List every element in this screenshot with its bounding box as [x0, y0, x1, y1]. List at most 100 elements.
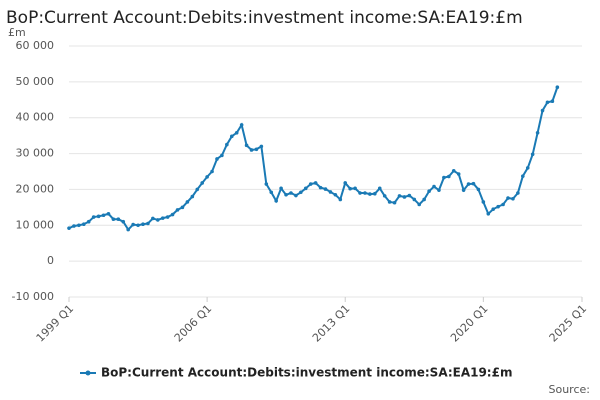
point — [506, 196, 510, 200]
point — [442, 175, 446, 180]
point — [461, 188, 466, 192]
point — [146, 221, 150, 226]
point — [200, 181, 204, 185]
point — [121, 219, 126, 224]
point — [131, 222, 135, 227]
point — [516, 191, 520, 195]
legend-marker — [85, 370, 91, 376]
point — [412, 197, 417, 202]
point — [451, 168, 456, 173]
point — [249, 148, 254, 152]
y-tick-label: 0 — [47, 254, 54, 267]
x-tick-label: 1999 Q1 — [34, 302, 77, 345]
point — [511, 196, 515, 201]
point — [151, 216, 155, 221]
series-line — [68, 86, 559, 232]
point — [229, 134, 234, 139]
point — [501, 202, 505, 207]
point — [225, 142, 229, 147]
point — [294, 193, 298, 198]
point — [338, 197, 343, 202]
point — [525, 166, 530, 170]
point — [72, 224, 76, 228]
point — [476, 187, 481, 192]
point — [535, 130, 540, 135]
point — [417, 202, 422, 207]
point — [392, 200, 397, 205]
point — [466, 182, 471, 186]
point — [175, 208, 180, 212]
point — [545, 100, 550, 105]
point — [160, 216, 165, 220]
point — [205, 175, 209, 179]
point — [155, 218, 160, 222]
point — [215, 157, 219, 161]
point — [491, 207, 496, 211]
point — [427, 189, 431, 194]
point — [456, 172, 461, 176]
point — [471, 181, 476, 186]
point — [333, 193, 338, 197]
legend-label: BoP:Current Account:Debits:investment in… — [101, 366, 512, 380]
point — [106, 212, 111, 216]
point — [308, 182, 313, 186]
point — [289, 191, 293, 195]
point — [432, 184, 436, 189]
point — [486, 212, 491, 216]
point — [422, 197, 426, 202]
point — [279, 186, 283, 191]
point — [234, 130, 239, 135]
point — [274, 199, 278, 203]
point — [323, 187, 328, 191]
point — [363, 191, 367, 195]
y-tick-label: 60 000 — [16, 39, 55, 52]
point — [387, 200, 392, 204]
point — [299, 190, 303, 195]
point — [358, 191, 362, 195]
point — [91, 215, 96, 219]
point — [264, 182, 269, 186]
y-unit: £m — [8, 26, 26, 39]
point — [259, 144, 264, 149]
point — [116, 217, 121, 221]
point — [437, 188, 441, 192]
point — [190, 194, 195, 199]
point — [165, 215, 170, 219]
y-tick-label: 20 000 — [16, 182, 55, 195]
point — [67, 226, 71, 230]
source: Source: — [549, 383, 591, 396]
point — [284, 193, 288, 197]
point — [397, 194, 402, 198]
point — [86, 219, 91, 224]
point — [496, 204, 500, 209]
y-tick-label: -10 000 — [12, 290, 54, 303]
point — [126, 227, 130, 232]
point — [170, 212, 175, 217]
point — [447, 174, 451, 179]
point — [81, 222, 86, 227]
point — [180, 205, 185, 210]
point — [382, 194, 387, 198]
point — [550, 99, 555, 104]
point — [318, 185, 323, 190]
chart-title: BoP:Current Account:Debits:investment in… — [6, 8, 523, 28]
x-tick-label: 2025 Q1 — [547, 302, 590, 345]
point — [195, 187, 200, 192]
point — [402, 195, 407, 199]
point — [111, 217, 116, 221]
point — [481, 200, 486, 204]
point — [239, 123, 244, 127]
y-tick-label: 10 000 — [16, 218, 55, 231]
point — [77, 223, 81, 228]
point — [303, 186, 308, 191]
y-tick-label: 40 000 — [16, 111, 55, 124]
point — [343, 181, 348, 185]
point — [348, 186, 352, 191]
point — [373, 191, 377, 196]
point — [530, 152, 535, 157]
x-tick-label: 2013 Q1 — [310, 302, 353, 345]
point — [540, 108, 545, 113]
point — [353, 186, 357, 191]
y-tick-label: 30 000 — [16, 147, 55, 160]
